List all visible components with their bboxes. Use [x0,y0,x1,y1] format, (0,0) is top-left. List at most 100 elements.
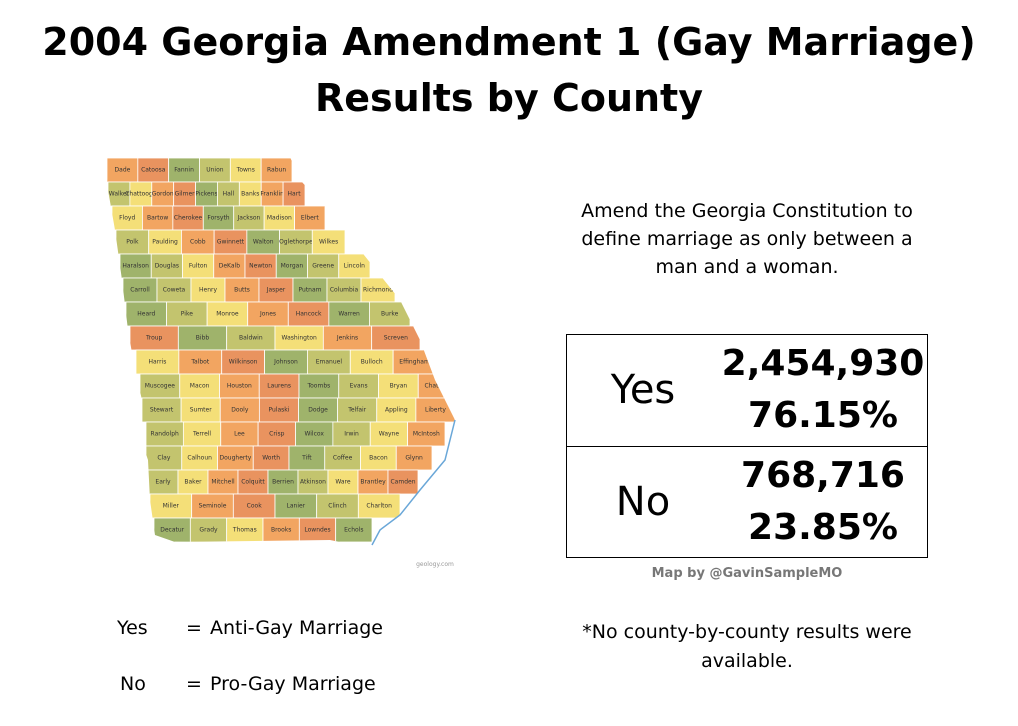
county-label: Wilcox [304,431,324,438]
county [226,517,264,543]
county [190,277,226,303]
county-label: Cook [247,503,263,510]
county-label: Calhoun [187,455,212,462]
county [182,253,215,279]
county-label: Grady [199,527,218,534]
county-label: Gwinnett [217,239,245,246]
county [207,469,239,495]
county [360,445,397,471]
county-label: Clinch [328,503,347,510]
county-label: Irwin [344,431,359,438]
county [274,325,324,351]
county-label: Worth [262,455,280,462]
county [387,469,419,495]
county-label: Cobb [190,239,206,246]
county [326,277,362,303]
county-label: Columbia [330,287,359,294]
county-label: Appling [385,407,408,414]
county-label: Paulding [152,239,178,246]
county [263,205,295,231]
county-label: Lowndes [304,527,330,534]
option: No [615,479,671,525]
county-label: Dade [115,167,131,174]
legend-symbol: = [186,673,202,695]
county-label: Union [206,167,224,174]
votes: 2,454,930 [721,343,925,384]
county-label: Terrell [192,431,211,438]
county [328,301,370,327]
county-label: Washington [282,335,317,342]
county-label: Houston [227,383,252,390]
county-label: Coffee [333,455,353,462]
county [311,229,346,255]
county-label: Brantley [360,479,386,486]
county [371,325,421,351]
county-label: Lincoln [344,263,365,270]
county-label: Brooks [271,527,291,534]
county-label: Tift [301,455,312,462]
county [139,373,181,399]
county [125,301,167,327]
county-label: Seminole [199,503,227,510]
county-label: Forsyth [207,215,229,222]
county-label: Cherokee [174,215,203,222]
county [172,205,204,231]
county [217,445,254,471]
county-label: Atkinson [300,479,326,486]
county-label: Laurens [267,383,291,390]
map-source: geology.com [416,561,454,568]
county-label: Gilmer [175,191,196,198]
county [246,229,280,255]
county-label: Dooly [231,407,249,414]
county-label: Glynn [405,455,423,462]
county-label: Coweta [163,287,186,294]
county-label: Baldwin [239,335,263,342]
county-label: Floyd [119,215,135,222]
county-label: Carroll [130,287,150,294]
county-label: Rabun [267,167,286,174]
county-label: Evans [350,383,368,390]
county-label: Banks [241,191,259,198]
county [376,397,417,423]
county-label: Pickens [195,191,217,198]
county [247,301,289,327]
county-label: Putnam [299,287,322,294]
county-label: Miller [163,503,180,510]
county-label: Harris [149,359,167,366]
county [294,205,326,231]
county-label: Hart [288,191,302,198]
county-label: Bulloch [361,359,383,366]
county [226,325,276,351]
county-label: Thomas [232,527,257,534]
county [147,469,179,495]
county [166,301,208,327]
county-label: Haralson [122,263,149,270]
title: 2004 Georgia Amendment 1 (Gay Marriage) [42,20,976,64]
county [298,373,340,399]
county-label: Pulaski [268,407,289,414]
description: Amend the Georgia Constitution to define… [581,200,913,278]
county-label: Elbert [301,215,319,222]
county [316,493,359,519]
county [295,421,334,447]
option: Yes [610,367,676,413]
county [264,349,308,375]
county-label: DeKalb [219,263,240,270]
county [244,253,277,279]
county-label: Camden [390,479,415,486]
county-label: Talbot [190,359,209,366]
county-label: Clay [157,455,171,462]
county [142,205,174,231]
county [219,397,260,423]
county-label: Liberty [425,407,446,414]
legend-symbol: = [186,617,202,639]
county-label: Johnson [273,359,298,366]
county-label: Chatham [424,383,452,390]
county [189,517,228,543]
county-label: Richmond [363,287,393,294]
county-label: Toombs [306,383,330,390]
county [395,445,433,471]
county-label: Butts [234,287,250,294]
county-label: Jenkins [336,335,358,342]
county-label: Jackson [237,215,261,222]
